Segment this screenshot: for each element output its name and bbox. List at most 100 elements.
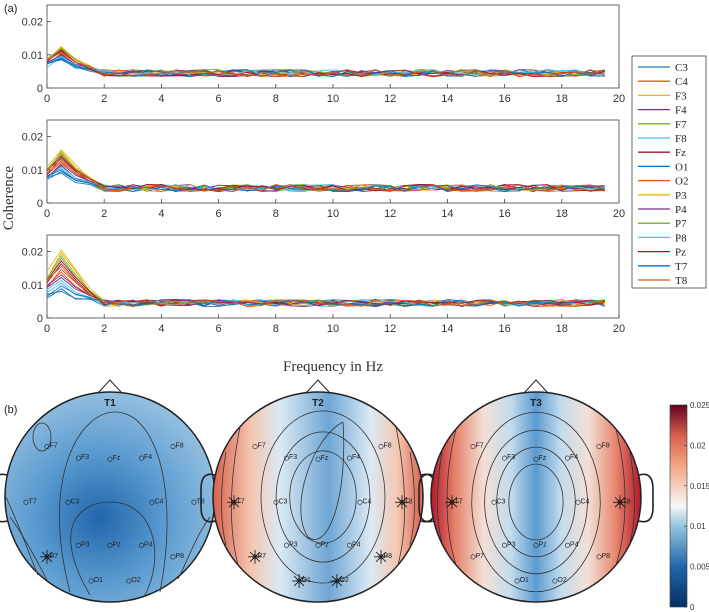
- legend-entry-C4: C4: [675, 76, 688, 88]
- legend-entry-T7: T7: [675, 261, 688, 273]
- electrode-C4: [575, 499, 581, 505]
- x-tick-label: 16: [498, 323, 510, 335]
- electrode-label-C4: C4: [155, 498, 164, 505]
- electrode-label-O2: O2: [339, 577, 348, 584]
- electrode-T8: [191, 499, 197, 505]
- legend-entry-P3: P3: [675, 190, 687, 202]
- electrode-C3: [65, 499, 71, 505]
- electrode-P8: [170, 554, 176, 560]
- electrode-label-P8: P8: [384, 553, 393, 560]
- x-tick-label: 6: [216, 208, 222, 220]
- electrode-label-Pz: Pz: [539, 541, 548, 548]
- y-tick-label: 0.02: [22, 247, 43, 259]
- electrode-label-F8: F8: [384, 443, 392, 450]
- electrode-label-P3: P3: [81, 541, 90, 548]
- electrode-label-P8: P8: [176, 553, 185, 560]
- series-line-T8: [46, 158, 605, 193]
- significance-star: [227, 495, 241, 510]
- significance-star: [395, 495, 409, 510]
- y-tick-label: 0.01: [22, 165, 43, 177]
- legend-entry-O1: O1: [675, 161, 688, 173]
- x-tick-label: 6: [216, 323, 222, 335]
- electrode-label-P3: P3: [507, 541, 516, 548]
- colorbar-gradient: [669, 404, 688, 608]
- electrode-P3: [76, 542, 82, 548]
- head-outline: [430, 391, 642, 603]
- y-tick-label: 0: [37, 198, 43, 210]
- nose: [523, 379, 549, 394]
- colorbar-tick-label: 0: [690, 603, 695, 612]
- x-tick-label: 0: [44, 208, 50, 220]
- x-tick-label: 4: [158, 323, 164, 335]
- y-tick-label: 0.01: [22, 50, 43, 62]
- electrode-F7: [252, 444, 258, 450]
- electrode-C3: [491, 499, 497, 505]
- electrode-F3: [283, 455, 289, 461]
- electrode-label-T7: T7: [455, 498, 463, 505]
- electrode-label-P7: P7: [258, 553, 267, 560]
- x-tick-label: 18: [556, 93, 568, 105]
- contour-lines: [437, 411, 635, 593]
- electrode-label-C3: C3: [497, 498, 506, 505]
- x-tick-label: 8: [273, 208, 279, 220]
- x-tick-label: 0: [44, 93, 50, 105]
- subplot-T2: 0 0.01 0.02 0 2 4 6 8 10 12 14 16 18 20: [22, 119, 625, 220]
- x-tick-label: 2: [101, 323, 107, 335]
- electrode-label-P7: P7: [476, 553, 485, 560]
- colorbar-tick-label: 0.005: [690, 563, 709, 572]
- subplot-T1: 0 0.01 0.02 0 2 4 6 8 10 12 14 16 18 20: [22, 4, 625, 105]
- electrode-Pz: [533, 542, 539, 548]
- x-tick-label: 16: [498, 93, 510, 105]
- x-tick-label: 16: [498, 208, 510, 220]
- electrode-label-F7: F7: [476, 443, 484, 450]
- x-tick-label: 0: [44, 323, 50, 335]
- legend-entry-P7: P7: [675, 218, 687, 230]
- electrode-O1: [514, 578, 520, 584]
- topoplot-T3: F7 F3 Fz F4 F8 T7 C3 C4 T8 P7 P3 Pz P4 P8 O1 O2 T3: [418, 379, 654, 603]
- x-tick-label: 12: [384, 93, 396, 105]
- electrode-label-T8: T8: [623, 498, 631, 505]
- electrode-label-F8: F8: [176, 443, 184, 450]
- legend-entry-P8: P8: [675, 232, 687, 244]
- y-axis-label: Coherence: [1, 166, 17, 230]
- electrode-F4: [139, 455, 145, 461]
- legend-entry-O2: O2: [675, 176, 688, 188]
- topoplot-title: T3: [530, 398, 542, 409]
- y-tick-label: 0.02: [22, 17, 43, 29]
- colorbar-tick-label: 0.025: [690, 401, 709, 410]
- electrode-F7: [470, 444, 476, 450]
- legend-entry-Fz: Fz: [675, 147, 686, 159]
- electrode-F3: [501, 455, 507, 461]
- topoplot-title: T2: [312, 398, 324, 409]
- electrode-label-O1: O1: [520, 577, 529, 584]
- electrode-label-O2: O2: [131, 577, 140, 584]
- nose: [305, 379, 331, 394]
- panel-b-label: (b): [4, 404, 17, 416]
- electrode-P3: [283, 542, 289, 548]
- electrode-F8: [170, 444, 176, 450]
- x-tick-label: 6: [216, 93, 222, 105]
- electrode-F4: [564, 455, 570, 461]
- electrode-label-Pz: Pz: [113, 541, 122, 548]
- electrode-label-F3: F3: [289, 454, 297, 461]
- significance-star: [248, 549, 262, 564]
- electrode-label-C3: C3: [71, 498, 80, 505]
- electrode-label-T7: T7: [29, 498, 37, 505]
- x-tick-label: 20: [613, 323, 625, 335]
- electrode-P4: [139, 542, 145, 548]
- legend-entry-F3: F3: [675, 90, 687, 102]
- x-tick-label: 8: [273, 93, 279, 105]
- electrode-label-P4: P4: [352, 541, 361, 548]
- electrode-label-C4: C4: [581, 498, 590, 505]
- legend-entry-Pz: Pz: [675, 247, 686, 259]
- electrode-label-F4: F4: [144, 454, 152, 461]
- electrode-F8: [378, 444, 384, 450]
- electrode-label-P4: P4: [570, 541, 579, 548]
- legend-entry-C3: C3: [675, 62, 688, 74]
- electrode-label-F8: F8: [602, 443, 610, 450]
- y-tick-label: 0.02: [22, 132, 43, 144]
- electrode-label-Fz: Fz: [321, 455, 329, 462]
- x-tick-label: 18: [556, 208, 568, 220]
- electrode-F7: [44, 444, 50, 450]
- electrode-label-Fz: Fz: [113, 455, 121, 462]
